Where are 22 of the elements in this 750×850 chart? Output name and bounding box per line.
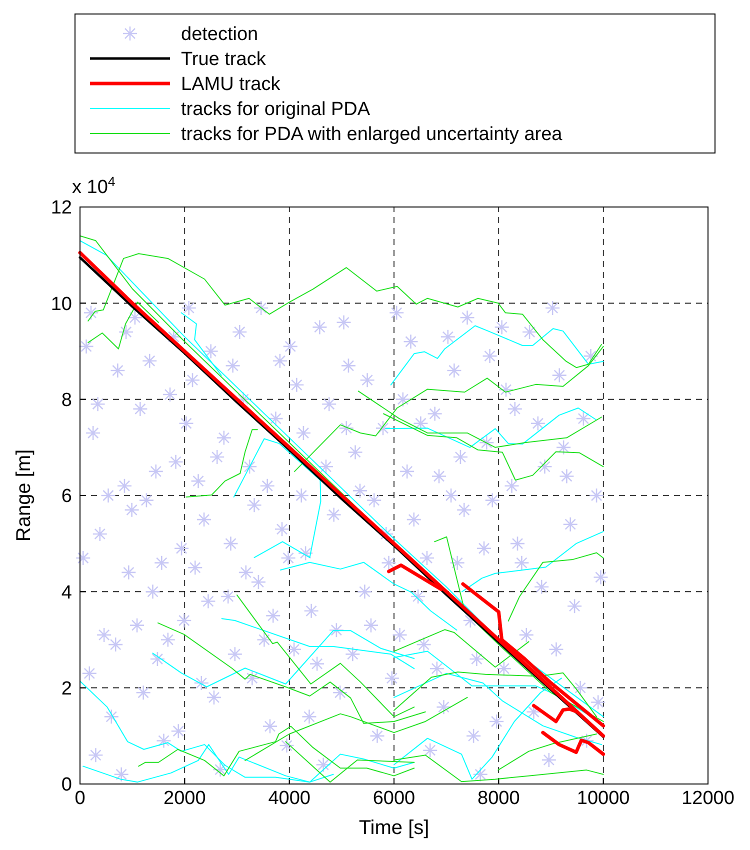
y-tick-label: 12 <box>50 198 72 219</box>
y-tick-label: 6 <box>61 486 72 508</box>
x-tick-label: 4000 <box>268 788 310 809</box>
y-tick-label: 4 <box>61 582 72 604</box>
y-tick-label: 2 <box>61 678 72 700</box>
text: x 10$^{4}$ <box>72 174 116 198</box>
x-axis-title: Time [s] <box>358 817 430 839</box>
legend-label: detection <box>181 24 258 46</box>
x-tick-label: 0 <box>74 788 86 809</box>
y-tick-label: 8 <box>61 390 72 411</box>
x-tick-label: 2000 <box>164 788 206 809</box>
legend-label: tracks for original PDA <box>181 99 370 120</box>
y-tick-label: 0 <box>61 774 72 796</box>
x-tick-label: 6000 <box>372 788 416 809</box>
y-tick-label: 10 <box>50 294 72 315</box>
x-tick-label: 12000 <box>682 788 734 809</box>
legend-label: True track <box>181 49 266 70</box>
x-tick-label: 8000 <box>478 788 520 809</box>
x-tick-label: 10000 <box>576 788 630 809</box>
legend-label: LAMU track <box>181 74 281 96</box>
legend-label: tracks for PDA with enlarged uncertainty area <box>181 124 563 146</box>
y-axis-title: Range [m] <box>13 449 35 542</box>
